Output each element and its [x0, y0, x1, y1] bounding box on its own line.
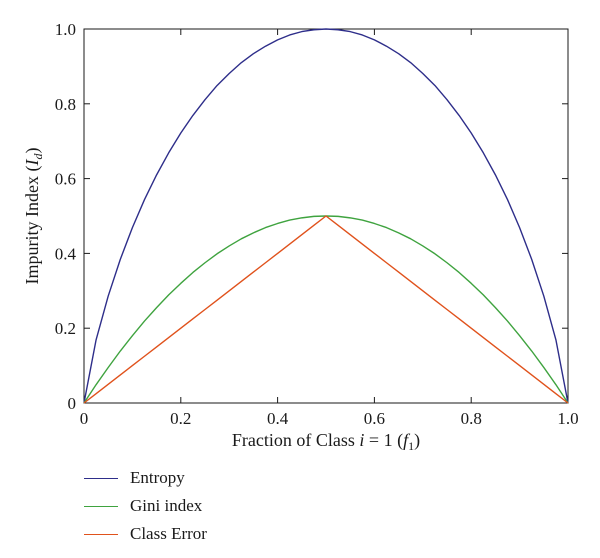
y-tick-label: 0.4: [55, 244, 77, 263]
legend: Entropy Gini index Class Error: [84, 464, 207, 548]
x-tick-label: 0.2: [170, 409, 191, 428]
legend-label-entropy: Entropy: [130, 468, 185, 487]
y-tick-label: 0.8: [55, 95, 76, 114]
legend-swatch-gini: [84, 505, 118, 507]
y-tick-label: 0: [68, 394, 77, 413]
series-lines: [83, 28, 569, 404]
series-line-gini-index: [83, 215, 569, 404]
y-tick-label: 1.0: [55, 20, 76, 39]
series-line-entropy: [83, 28, 569, 404]
y-axis-label: Impurity Index (Id): [22, 148, 45, 285]
legend-swatch-class-error: [84, 533, 118, 535]
x-tick-label: 1.0: [557, 409, 578, 428]
y-tick-label: 0.2: [55, 319, 76, 338]
legend-label-gini: Gini index: [130, 496, 203, 515]
x-tick-label: 0: [80, 409, 89, 428]
x-tick-label: 0.6: [364, 409, 385, 428]
legend-swatch-entropy: [84, 477, 118, 479]
y-tick-label: 0.6: [55, 170, 76, 189]
legend-item-class-error: Class Error: [84, 520, 207, 548]
legend-item-entropy: Entropy: [84, 464, 207, 492]
x-tick-label: 0.4: [267, 409, 289, 428]
impurity-chart: 0 0.2 0.4 0.6 0.8 1.0 0 0.2 0.4 0.6 0.8 1.0 Fractio…: [22, 20, 579, 453]
x-tick-label: 0.8: [461, 409, 482, 428]
series-line-class-error: [83, 215, 569, 404]
axis-ticks: 0 0.2 0.4 0.6 0.8 1.0 0 0.2 0.4 0.6 0.8 1.0: [55, 20, 579, 428]
legend-label-class-error: Class Error: [130, 524, 207, 543]
legend-item-gini: Gini index: [84, 492, 207, 520]
x-axis-label: Fraction of Class i = 1 (f1): [232, 430, 420, 453]
